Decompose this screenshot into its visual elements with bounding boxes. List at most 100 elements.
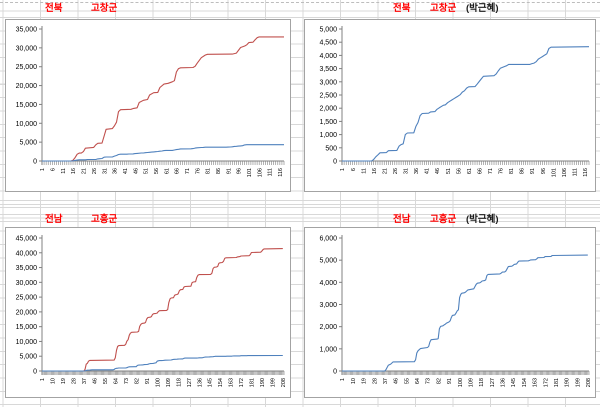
svg-text:1: 1 bbox=[40, 168, 46, 171]
svg-text:61: 61 bbox=[164, 168, 170, 174]
svg-text:172: 172 bbox=[239, 378, 245, 387]
y-axis: 0 1,000 2,000 3,000 4,000 5,000 6,000 bbox=[319, 235, 343, 376]
svg-text:73: 73 bbox=[426, 378, 432, 384]
chart-jeonbuk-gochang[interactable]: 0 5,000 10,000 15,000 20,000 25,000 30,000 35,0… bbox=[5, 19, 291, 192]
cell-district-bottom-left[interactable]: 고흥군 bbox=[91, 214, 118, 225]
svg-text:91: 91 bbox=[145, 378, 151, 384]
svg-text:0: 0 bbox=[33, 159, 37, 166]
svg-text:41: 41 bbox=[425, 168, 431, 174]
chart-canvas: 0 5,000 10,000 15,000 20,000 25,000 30,000 35,0… bbox=[16, 26, 285, 177]
svg-text:66: 66 bbox=[477, 168, 483, 174]
svg-text:55: 55 bbox=[404, 378, 410, 384]
svg-text:81: 81 bbox=[509, 168, 515, 174]
cell-district-top-right[interactable]: 고창군 bbox=[430, 3, 457, 14]
svg-text:11: 11 bbox=[361, 168, 367, 174]
series-line-red bbox=[42, 248, 283, 372]
svg-text:118: 118 bbox=[176, 378, 182, 387]
chart-jeonnam-goheung[interactable]: 0 5,000 10,000 15,000 20,000 25,000 30,000 35,0… bbox=[5, 227, 291, 398]
cell-region-bottom-left[interactable]: 전남 bbox=[45, 214, 63, 225]
svg-text:199: 199 bbox=[575, 378, 581, 387]
svg-text:106: 106 bbox=[562, 168, 568, 177]
svg-text:36: 36 bbox=[414, 168, 420, 174]
svg-text:35,000: 35,000 bbox=[16, 265, 38, 272]
svg-text:3,500: 3,500 bbox=[319, 66, 337, 73]
svg-text:0: 0 bbox=[333, 159, 337, 166]
svg-text:10,000: 10,000 bbox=[16, 339, 38, 346]
series-line-blue bbox=[42, 144, 284, 162]
svg-text:82: 82 bbox=[436, 378, 442, 384]
svg-text:19: 19 bbox=[362, 378, 368, 384]
chart-canvas: 0 500 1,000 1,500 2,000 2,500 3,000 3,500 4,000 4… bbox=[319, 26, 590, 177]
y-axis: 0 5,000 10,000 15,000 20,000 25,000 30,000 35,0… bbox=[16, 235, 43, 376]
svg-text:6,000: 6,000 bbox=[319, 236, 337, 243]
chart-canvas: 0 1,000 2,000 3,000 4,000 5,000 6,000 1 10 19 28 37… bbox=[319, 235, 592, 387]
svg-text:2,500: 2,500 bbox=[319, 93, 337, 100]
svg-text:20,000: 20,000 bbox=[16, 83, 38, 90]
svg-text:109: 109 bbox=[166, 378, 172, 387]
svg-text:136: 136 bbox=[197, 378, 203, 387]
svg-text:64: 64 bbox=[113, 378, 119, 384]
svg-text:21: 21 bbox=[82, 168, 88, 174]
cell-district-bottom-right[interactable]: 고흥군 bbox=[430, 214, 457, 225]
x-axis: 1 10 19 28 37 46 55 64 73 82 91 100 109 118 127 136 145 1… bbox=[340, 370, 592, 387]
chart-jeonbuk-gochang-parkgeunhye[interactable]: 0 500 1,000 1,500 2,000 2,500 3,000 3,500 4,000 4… bbox=[304, 19, 596, 192]
svg-text:163: 163 bbox=[229, 378, 235, 387]
svg-text:145: 145 bbox=[208, 378, 214, 387]
svg-text:154: 154 bbox=[522, 378, 528, 387]
svg-text:118: 118 bbox=[479, 378, 485, 387]
svg-text:6: 6 bbox=[51, 168, 57, 171]
svg-text:71: 71 bbox=[488, 168, 494, 174]
svg-text:3,000: 3,000 bbox=[319, 302, 337, 309]
svg-text:56: 56 bbox=[456, 168, 462, 174]
sheet-gridline bbox=[0, 214, 600, 215]
svg-text:172: 172 bbox=[543, 378, 549, 387]
svg-text:86: 86 bbox=[520, 168, 526, 174]
svg-text:46: 46 bbox=[435, 168, 441, 174]
svg-text:46: 46 bbox=[133, 168, 139, 174]
svg-text:2,000: 2,000 bbox=[319, 324, 337, 331]
svg-text:16: 16 bbox=[71, 168, 77, 174]
svg-text:86: 86 bbox=[216, 168, 222, 174]
svg-text:15,000: 15,000 bbox=[16, 324, 38, 331]
chart-jeonnam-goheung-parkgeunhye[interactable]: 0 1,000 2,000 3,000 4,000 5,000 6,000 1 10 19 28 37… bbox=[304, 227, 596, 398]
svg-text:40,000: 40,000 bbox=[16, 250, 38, 257]
svg-text:4,500: 4,500 bbox=[319, 40, 337, 47]
svg-text:76: 76 bbox=[499, 168, 505, 174]
svg-text:25,000: 25,000 bbox=[16, 64, 38, 71]
svg-text:25,000: 25,000 bbox=[16, 295, 38, 302]
x-axis: 1 6 11 16 21 26 31 36 41 46 51 56 61 66 71 76 81 86 91 96 10… bbox=[40, 160, 285, 177]
svg-text:21: 21 bbox=[382, 168, 388, 174]
svg-text:46: 46 bbox=[394, 378, 400, 384]
y-axis: 0 5,000 10,000 15,000 20,000 25,000 30,000 35,0… bbox=[16, 26, 43, 166]
svg-text:91: 91 bbox=[226, 168, 232, 174]
svg-text:4,000: 4,000 bbox=[319, 53, 337, 60]
cell-annotation-top-right[interactable]: (박근혜) bbox=[466, 3, 499, 14]
svg-text:28: 28 bbox=[72, 378, 78, 384]
cell-district-top-left[interactable]: 고창군 bbox=[91, 3, 118, 14]
cell-region-top-right[interactable]: 전북 bbox=[393, 3, 411, 14]
svg-text:0: 0 bbox=[33, 369, 37, 376]
svg-text:30,000: 30,000 bbox=[16, 45, 38, 52]
svg-text:163: 163 bbox=[533, 378, 539, 387]
svg-text:106: 106 bbox=[257, 168, 263, 177]
svg-text:145: 145 bbox=[511, 378, 517, 387]
svg-text:1: 1 bbox=[340, 168, 346, 171]
cell-annotation-bottom-right[interactable]: (박근혜) bbox=[466, 214, 499, 225]
svg-text:4,000: 4,000 bbox=[319, 280, 337, 287]
cell-region-bottom-right[interactable]: 전남 bbox=[393, 214, 411, 225]
svg-text:41: 41 bbox=[123, 168, 129, 174]
cell-region-top-left[interactable]: 전북 bbox=[45, 3, 63, 14]
svg-text:45,000: 45,000 bbox=[16, 236, 38, 243]
svg-text:5,000: 5,000 bbox=[319, 258, 337, 265]
svg-text:190: 190 bbox=[260, 378, 266, 387]
svg-text:1,500: 1,500 bbox=[319, 119, 337, 126]
svg-text:10,000: 10,000 bbox=[16, 121, 38, 128]
svg-text:10: 10 bbox=[51, 378, 57, 384]
svg-text:19: 19 bbox=[61, 378, 67, 384]
svg-text:0: 0 bbox=[333, 369, 337, 376]
svg-text:31: 31 bbox=[102, 168, 108, 174]
svg-text:10: 10 bbox=[351, 378, 357, 384]
svg-text:1,000: 1,000 bbox=[319, 346, 337, 353]
svg-text:3,000: 3,000 bbox=[319, 79, 337, 86]
svg-text:76: 76 bbox=[195, 168, 201, 174]
